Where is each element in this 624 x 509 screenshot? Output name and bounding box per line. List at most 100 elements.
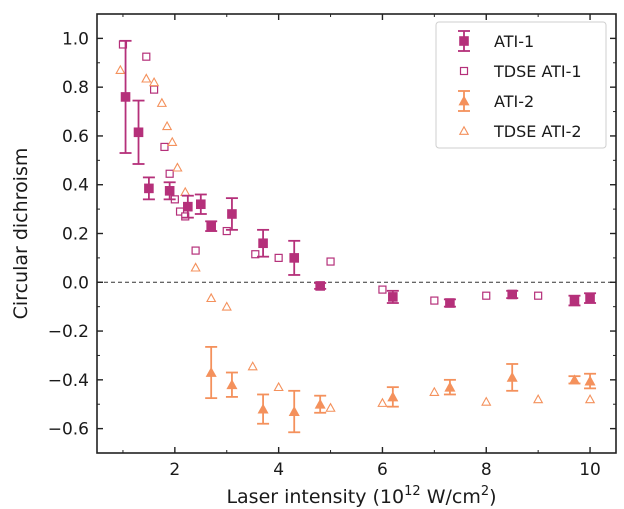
y-tick-label: −0.4 <box>48 371 89 391</box>
data-point <box>289 253 300 263</box>
series-ati-2 <box>205 346 597 434</box>
x-axis-label-exponent: 12 <box>404 484 421 499</box>
data-point <box>377 397 388 407</box>
data-point <box>115 64 126 75</box>
data-point <box>167 136 178 146</box>
data-point <box>247 361 258 371</box>
data-point <box>378 285 387 294</box>
data-point <box>388 292 398 302</box>
data-point <box>326 257 335 266</box>
y-tick-label: 0.2 <box>62 225 89 245</box>
data-point <box>325 402 336 412</box>
data-point <box>258 238 268 249</box>
data-point <box>190 262 201 272</box>
data-point <box>165 169 174 178</box>
y-tick-label: −0.2 <box>48 322 89 342</box>
y-tick-label: 1.0 <box>62 29 89 49</box>
data-point <box>156 97 168 107</box>
data-point <box>172 162 183 172</box>
data-point <box>206 221 216 231</box>
legend-label: TDSE ATI-1 <box>493 62 582 81</box>
data-point <box>288 406 300 416</box>
x-tick-label: 6 <box>377 460 388 480</box>
data-point <box>314 398 326 409</box>
y-tick-label: −0.6 <box>48 420 89 440</box>
data-point <box>142 52 151 61</box>
data-point <box>507 289 517 300</box>
plot-content <box>97 39 616 434</box>
legend-item: TDSE ATI-2 <box>458 122 582 141</box>
data-point <box>161 120 173 131</box>
data-point <box>222 226 231 236</box>
legend-marker <box>458 95 470 106</box>
data-point <box>257 403 269 414</box>
data-point <box>206 292 217 303</box>
data-point <box>387 391 399 402</box>
data-point <box>482 291 491 300</box>
data-point <box>429 386 440 396</box>
data-point <box>585 293 595 303</box>
legend-label: ATI-2 <box>494 92 534 111</box>
data-point <box>533 394 544 404</box>
data-point <box>430 296 439 305</box>
data-point <box>445 298 455 308</box>
data-point <box>568 374 580 385</box>
data-point <box>315 281 325 291</box>
x-tick-label: 4 <box>273 460 284 480</box>
x-axis-label-close: ) <box>489 486 496 508</box>
x-axis-label: Laser intensity (1012 W/cm2) <box>226 484 496 508</box>
data-point <box>227 209 237 219</box>
data-point <box>180 186 191 196</box>
data-point <box>160 142 169 152</box>
data-point <box>141 73 152 83</box>
series-tdse-ati-2 <box>115 64 596 412</box>
x-axis-label-unit-exponent: 2 <box>481 484 489 499</box>
data-point <box>120 92 131 102</box>
y-tick-label: 0.6 <box>62 127 89 147</box>
legend-box <box>435 21 607 149</box>
data-point <box>191 246 200 255</box>
x-tick-label: 10 <box>579 460 601 480</box>
data-point <box>133 127 144 138</box>
legend-marker <box>459 66 469 76</box>
data-point <box>148 76 160 87</box>
data-point <box>221 301 232 311</box>
y-tick-label: 0.4 <box>62 176 89 196</box>
series-ati-1 <box>119 39 597 308</box>
data-point <box>274 253 283 262</box>
legend-item: ATI-2 <box>458 90 534 112</box>
y-tick-label: 0.8 <box>62 78 89 98</box>
legend-label: TDSE ATI-2 <box>493 122 582 141</box>
x-tick-label: 2 <box>169 460 180 480</box>
axes: −0.6 −0.4 −0.2 0.0 0.2 0.4 0.6 0.8 1.0 2 4 6 8 10 <box>48 13 616 480</box>
x-axis-label-main: Laser intensity (10 <box>226 486 404 508</box>
legend-item: ATI-1 <box>458 30 534 52</box>
data-point <box>273 381 284 392</box>
legend-item: TDSE ATI-1 <box>459 62 582 81</box>
y-axis-label: Circular dichroism <box>10 148 32 320</box>
data-point <box>183 201 193 212</box>
data-point <box>144 183 154 194</box>
data-point <box>196 199 206 210</box>
data-point <box>481 396 492 406</box>
data-point <box>506 371 518 382</box>
data-point <box>584 375 596 386</box>
y-tick-label: 0.0 <box>62 273 89 293</box>
x-tick-label: 8 <box>481 460 492 480</box>
data-point <box>534 291 543 300</box>
data-point <box>149 85 159 94</box>
data-point <box>205 366 217 377</box>
legend-marker <box>459 36 469 46</box>
data-point <box>584 394 596 404</box>
data-point <box>226 379 238 390</box>
x-axis-label-unit: W/cm <box>421 486 481 508</box>
data-point <box>444 381 456 392</box>
data-point <box>569 295 580 306</box>
data-point <box>164 186 175 196</box>
data-point <box>181 212 190 221</box>
legend-label: ATI-1 <box>494 32 534 51</box>
legend-marker <box>458 125 470 135</box>
data-point <box>175 207 185 216</box>
legend: ATI-1 TDSE ATI-1 ATI-2 TDSE ATI-2 <box>435 21 607 149</box>
